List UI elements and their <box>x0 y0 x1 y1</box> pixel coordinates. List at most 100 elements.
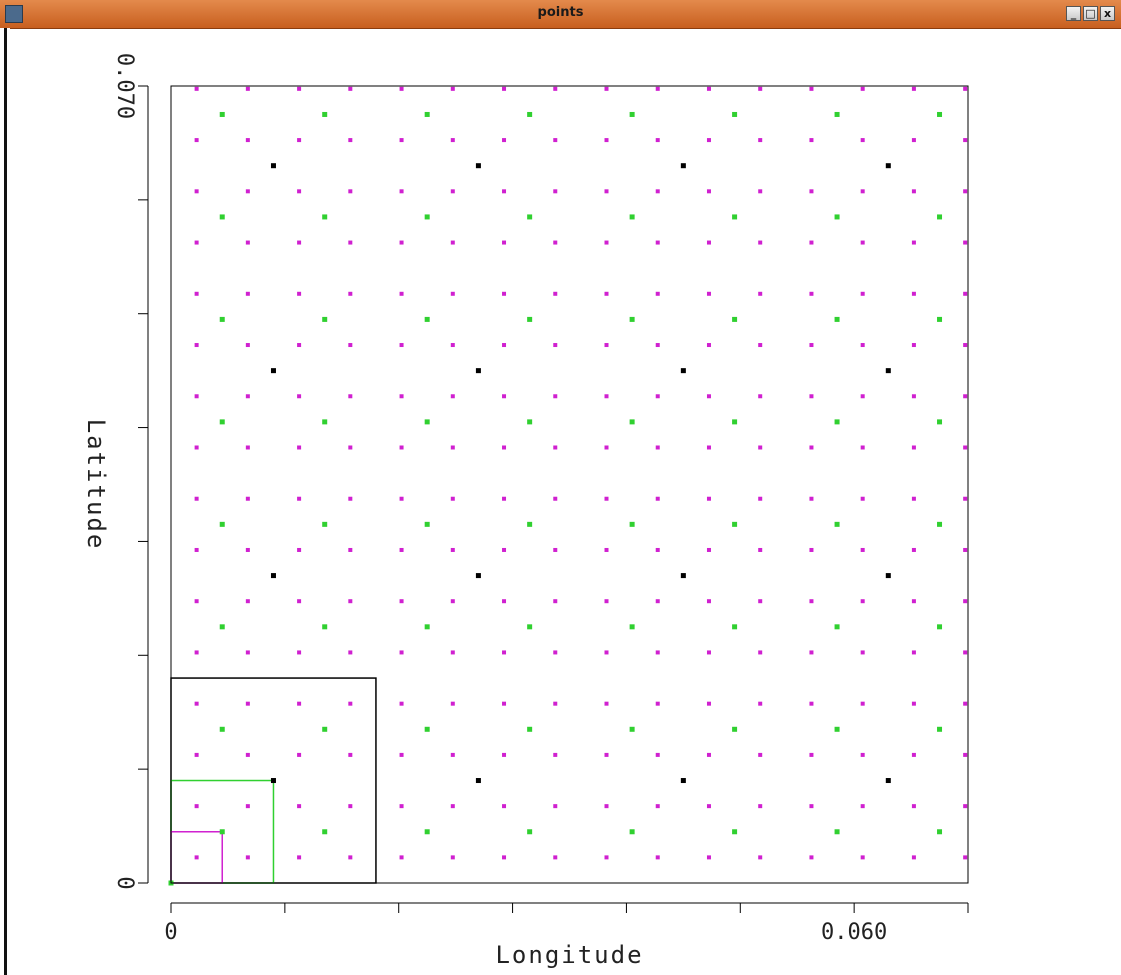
data-point-s0-160 <box>706 855 711 860</box>
data-point-s0-187 <box>758 291 763 296</box>
data-point-s0-185 <box>758 394 763 399</box>
data-point-s0-161 <box>706 804 711 809</box>
data-point-s0-110 <box>502 138 507 143</box>
data-point-s0-130 <box>604 752 609 757</box>
data-point-s0-186 <box>758 343 763 348</box>
data-point-s0-40 <box>297 445 302 450</box>
data-point-s0-224 <box>911 855 916 860</box>
data-point-s0-203 <box>809 291 814 296</box>
data-point-s2-6 <box>475 368 481 374</box>
data-point-s1-48 <box>834 829 840 835</box>
data-point-s0-146 <box>655 752 660 757</box>
close-button[interactable]: x <box>1100 6 1115 21</box>
data-point-s0-128 <box>604 855 609 860</box>
data-point-s0-4 <box>194 650 199 655</box>
data-point-s0-165 <box>706 599 711 604</box>
data-point-s2-4 <box>475 778 481 784</box>
data-point-s0-200 <box>809 445 814 450</box>
data-point-s1-32 <box>629 829 635 835</box>
data-point-s0-77 <box>399 189 404 194</box>
data-point-s1-22 <box>424 214 430 220</box>
data-point-s0-35 <box>297 701 302 706</box>
data-point-s0-46 <box>297 138 302 143</box>
data-point-s1-31 <box>527 111 533 117</box>
data-point-s0-178 <box>758 752 763 757</box>
data-point-s1-12 <box>322 419 328 425</box>
data-point-s0-93 <box>450 189 455 194</box>
data-point-s0-42 <box>297 343 302 348</box>
data-point-s0-180 <box>758 650 763 655</box>
data-point-s0-155 <box>655 291 660 296</box>
data-point-s0-43 <box>297 291 302 296</box>
data-point-s0-18 <box>245 752 250 757</box>
data-point-s0-131 <box>604 701 609 706</box>
data-point-s0-147 <box>655 701 660 706</box>
data-point-s0-83 <box>450 701 455 706</box>
data-point-s0-230 <box>911 547 916 552</box>
data-point-s0-50 <box>348 752 353 757</box>
data-point-s0-162 <box>706 752 711 757</box>
app-icon[interactable] <box>5 5 23 23</box>
data-point-s1-0 <box>219 829 225 835</box>
data-point-s0-204 <box>809 240 814 245</box>
data-point-s1-61 <box>937 316 943 322</box>
data-point-s2-5 <box>475 573 481 579</box>
data-point-s0-22 <box>245 547 250 552</box>
data-point-s1-39 <box>629 111 635 117</box>
data-point-s0-98 <box>502 752 507 757</box>
data-point-s1-62 <box>937 214 943 220</box>
data-point-s0-134 <box>604 547 609 552</box>
data-point-s1-36 <box>629 419 635 425</box>
data-point-s2-2 <box>270 368 276 374</box>
data-point-s0-233 <box>911 394 916 399</box>
data-point-s1-29 <box>527 316 533 322</box>
minimize-button[interactable]: _ <box>1066 6 1081 21</box>
maximize-button[interactable]: □ <box>1083 6 1098 21</box>
data-point-s0-189 <box>758 189 763 194</box>
data-point-s0-223 <box>860 86 865 91</box>
data-point-s0-188 <box>758 240 763 245</box>
data-point-s0-225 <box>911 804 916 809</box>
data-point-s2-0 <box>270 778 276 784</box>
data-point-s1-7 <box>219 111 225 117</box>
data-point-s0-243 <box>963 701 968 706</box>
data-point-s0-112 <box>553 855 558 860</box>
data-point-s0-141 <box>604 189 609 194</box>
data-point-s1-42 <box>732 624 738 630</box>
data-point-s0-5 <box>194 599 199 604</box>
data-point-s0-7 <box>194 496 199 501</box>
data-point-s1-30 <box>527 214 533 220</box>
data-point-s0-76 <box>399 240 404 245</box>
data-point-s0-31 <box>245 86 250 91</box>
data-point-s0-68 <box>399 650 404 655</box>
data-point-s1-45 <box>732 316 738 322</box>
data-point-s0-193 <box>809 804 814 809</box>
data-point-s0-150 <box>655 547 660 552</box>
data-point-s1-14 <box>322 214 328 220</box>
data-point-s1-28 <box>527 419 533 425</box>
data-point-s0-135 <box>604 496 609 501</box>
data-point-s0-157 <box>655 189 660 194</box>
data-point-s0-8 <box>194 445 199 450</box>
data-point-s0-247 <box>963 496 968 501</box>
data-point-s1-44 <box>732 419 738 425</box>
data-point-s0-171 <box>706 291 711 296</box>
data-point-s0-140 <box>604 240 609 245</box>
data-point-s0-244 <box>963 650 968 655</box>
data-point-s0-179 <box>758 701 763 706</box>
data-point-s1-56 <box>937 829 943 835</box>
data-point-s0-231 <box>911 496 916 501</box>
data-point-s0-249 <box>963 394 968 399</box>
data-point-s1-40 <box>732 829 738 835</box>
data-point-s0-215 <box>860 496 865 501</box>
data-point-s1-19 <box>424 521 430 527</box>
data-point-s0-6 <box>194 547 199 552</box>
data-point-s0-66 <box>399 752 404 757</box>
data-point-s0-89 <box>450 394 455 399</box>
data-point-s0-80 <box>450 855 455 860</box>
data-point-s1-17 <box>424 726 430 732</box>
data-point-s0-126 <box>553 138 558 143</box>
data-point-s0-10 <box>194 343 199 348</box>
window-titlebar[interactable]: points _ □ x <box>0 0 1121 29</box>
data-point-s0-148 <box>655 650 660 655</box>
